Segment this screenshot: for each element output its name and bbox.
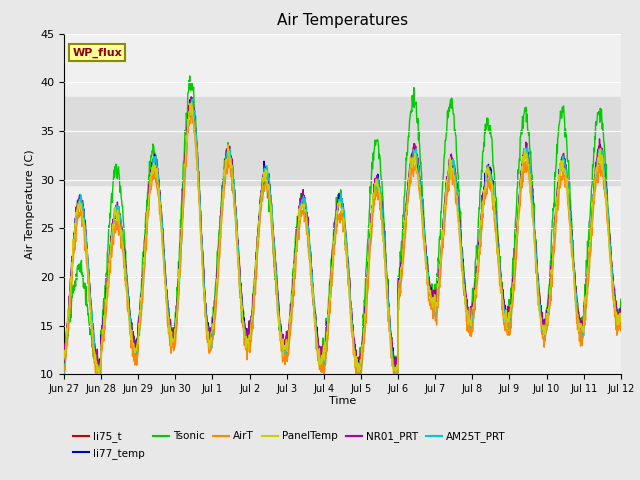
Bar	[64, 97, 621, 184]
X-axis label: Time: Time	[329, 396, 356, 406]
Text: WP_flux: WP_flux	[72, 48, 122, 58]
Legend: li75_t, li77_temp, Tsonic, AirT, PanelTemp, NR01_PRT, AM25T_PRT: li75_t, li77_temp, Tsonic, AirT, PanelTe…	[69, 427, 509, 463]
Title: Air Temperatures: Air Temperatures	[277, 13, 408, 28]
Y-axis label: Air Temperature (C): Air Temperature (C)	[24, 149, 35, 259]
